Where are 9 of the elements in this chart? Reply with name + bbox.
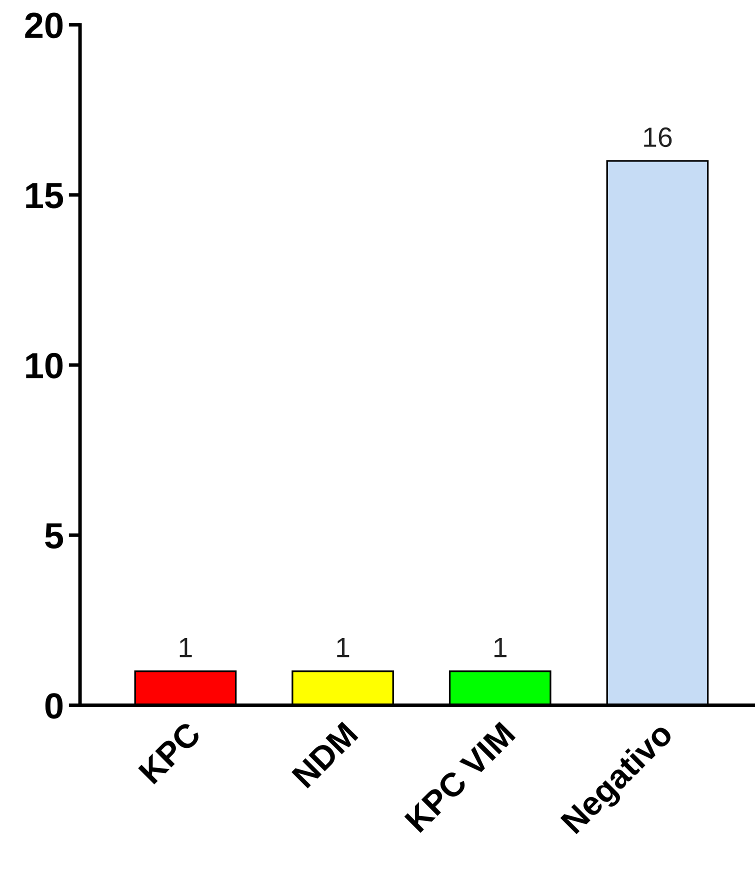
y-tick-label: 15 xyxy=(26,183,64,208)
y-tick-label: 0 xyxy=(45,693,63,719)
y-tick-label: 5 xyxy=(45,523,64,549)
data-label: 1 xyxy=(337,638,350,658)
data-label: 1 xyxy=(494,638,506,658)
data-label: 1 xyxy=(180,638,192,658)
y-tick-label: 10 xyxy=(26,352,63,378)
y-tick-label: 20 xyxy=(25,12,63,38)
data-label: 16 xyxy=(644,127,672,148)
